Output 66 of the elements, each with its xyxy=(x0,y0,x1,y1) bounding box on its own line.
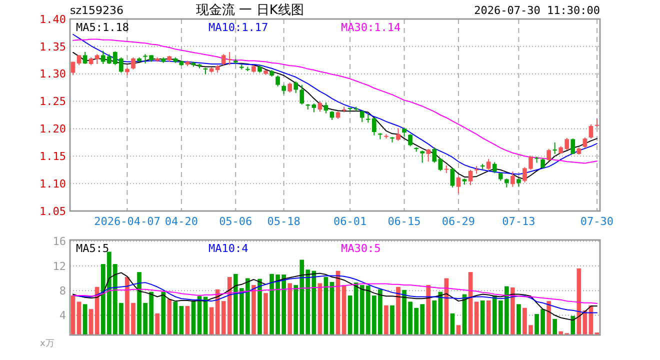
candlestick xyxy=(360,110,364,123)
text: MA10:4 xyxy=(208,242,249,255)
x-tick-label: 06-15 xyxy=(388,215,421,228)
y-tick-label: 1.35 xyxy=(40,40,66,54)
candlestick xyxy=(540,158,545,169)
y-tick-label: 1.20 xyxy=(40,122,66,136)
candlestick xyxy=(300,84,304,106)
text: MA30:1.14 xyxy=(341,21,401,34)
candlestick xyxy=(282,84,286,95)
y-tick-label: 8 xyxy=(59,284,66,298)
candlestick xyxy=(82,51,88,64)
y-tick-label: 16 xyxy=(52,235,66,248)
x-tick-label: 07-13 xyxy=(502,215,536,228)
candlestick xyxy=(396,128,400,142)
line-series xyxy=(72,283,598,304)
text: MA30:5 xyxy=(341,242,381,255)
candlestick xyxy=(546,148,551,162)
y-tick-label: 1.40 xyxy=(40,12,66,26)
candlestick xyxy=(294,81,298,94)
candlestick xyxy=(221,54,226,66)
candlestick xyxy=(510,171,515,188)
chart-title: 现金流 一 日K线图 xyxy=(196,2,304,18)
y-tick-label: 1.25 xyxy=(40,95,66,108)
y-tick-label: 1.05 xyxy=(40,204,66,218)
candlestick xyxy=(450,168,455,188)
series-label: MA5:1.18 xyxy=(76,21,129,34)
y-axis-title: x万 xyxy=(40,339,54,349)
y-tick-label: 1.15 xyxy=(40,150,66,163)
candlestick xyxy=(227,51,232,66)
candlestick xyxy=(570,138,576,154)
x-tick-label: 2026-04-07 xyxy=(94,215,160,228)
candlestick xyxy=(408,134,412,147)
candlestick xyxy=(486,158,491,170)
candlestick xyxy=(324,102,328,114)
y-tick-label: 1.30 xyxy=(40,68,66,81)
candlestick xyxy=(426,148,431,162)
candlestick xyxy=(276,75,280,87)
candlestick xyxy=(94,54,100,64)
candlestick xyxy=(582,136,588,148)
x-tick-label: 05-06 xyxy=(219,215,252,228)
line-series xyxy=(72,52,598,180)
candlestick xyxy=(76,54,82,66)
candlestick xyxy=(456,176,461,194)
candlestick xyxy=(288,82,292,94)
candlestick xyxy=(420,150,424,164)
line-series xyxy=(72,272,598,321)
text: MA10:1.17 xyxy=(208,21,268,34)
y-tick-label: 4 xyxy=(59,309,66,322)
candlestick xyxy=(318,100,322,112)
series-label: MA5:5 xyxy=(76,242,110,255)
candlestick xyxy=(492,162,497,174)
x-tick-label: 05-18 xyxy=(267,215,300,228)
x-tick-label: 07-30 xyxy=(580,215,614,228)
candlestick xyxy=(131,56,136,70)
x-tick-label: 06-01 xyxy=(333,215,367,228)
x-tick-label: 04-20 xyxy=(164,215,198,228)
candlestick xyxy=(70,61,76,76)
line-series xyxy=(72,275,598,314)
x-tick-label: 06-29 xyxy=(442,215,476,228)
candlestick xyxy=(588,124,594,140)
chart-subtitle: sz159236 xyxy=(70,4,124,17)
y-tick-label: 12 xyxy=(52,260,66,273)
candlestick xyxy=(552,142,557,154)
y-tick-label: 1.10 xyxy=(40,177,66,190)
text: 2026-07-30 11:30:00 xyxy=(474,4,600,17)
candlestick xyxy=(468,169,473,186)
